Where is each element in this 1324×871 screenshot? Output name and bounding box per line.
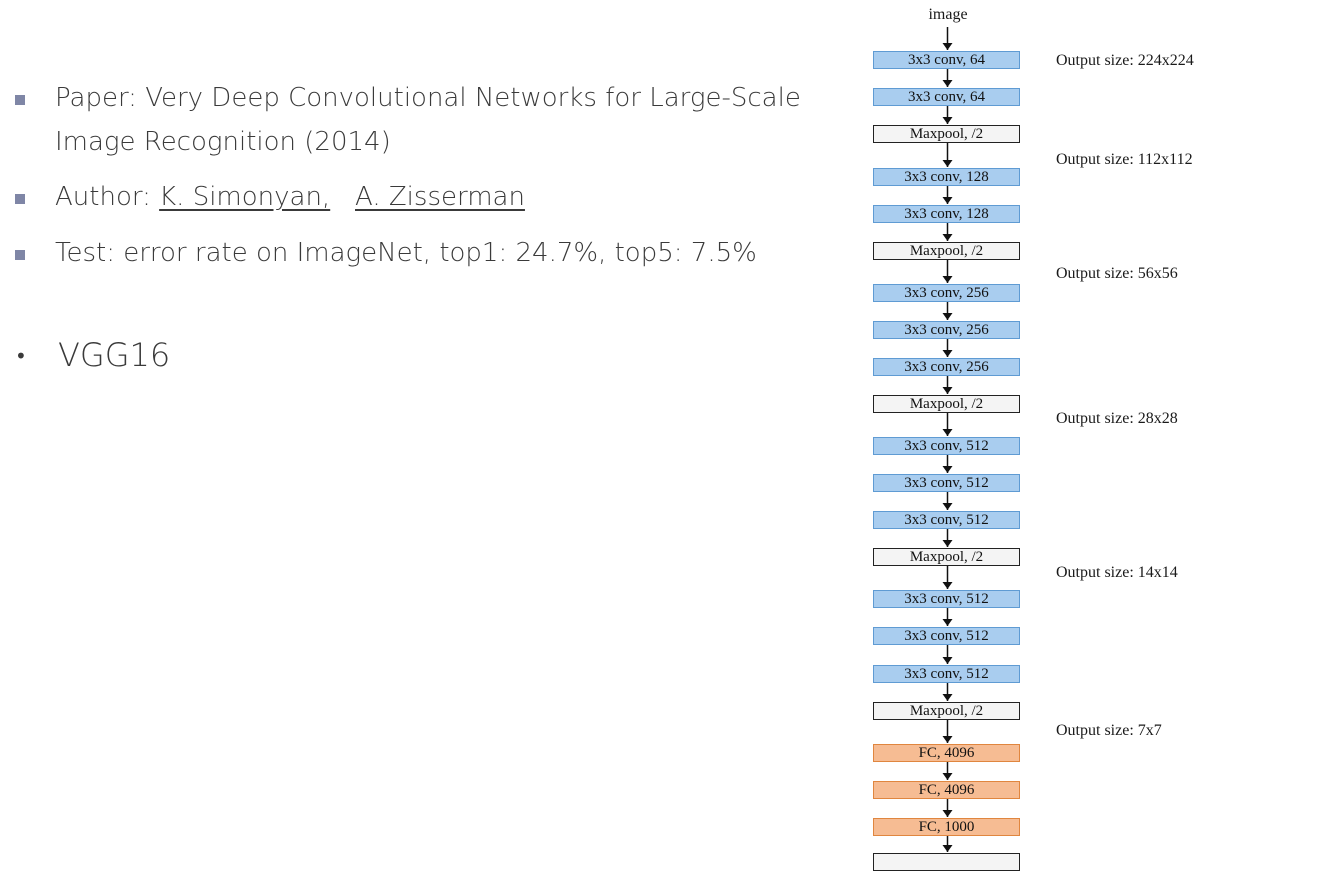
test-result-line: Test: error rate on ImageNet, top1: 24.7… [55, 238, 757, 268]
layer-conv-5: 3x3 conv, 128 [873, 205, 1020, 223]
layer-fc-19: FC, 4096 [873, 744, 1020, 762]
author-link-simonyan[interactable]: K. Simonyan, [159, 182, 331, 212]
square-bullet-icon [15, 250, 25, 260]
output-size-label: Output size: 56x56 [1056, 265, 1178, 282]
arrow-layer [942, 27, 953, 852]
layer-pool-3: Maxpool, /2 [873, 125, 1020, 143]
layer-conv-4: 3x3 conv, 128 [873, 168, 1020, 186]
paper-title-line-2: Image Recognition (2014) [55, 127, 391, 157]
output-size-label: Output size: 28x28 [1056, 410, 1178, 427]
output-size-label: Output size: 14x14 [1056, 564, 1178, 581]
layer-conv-12: 3x3 conv, 512 [873, 474, 1020, 492]
layer-fc-21: FC, 1000 [873, 818, 1020, 836]
layer-pool-10: Maxpool, /2 [873, 395, 1020, 413]
layer-conv-17: 3x3 conv, 512 [873, 665, 1020, 683]
layer-pool-14: Maxpool, /2 [873, 548, 1020, 566]
layer-pool-18: Maxpool, /2 [873, 702, 1020, 720]
paper-title-line-1: Paper: Very Deep Convolutional Networks … [55, 83, 801, 113]
author-link-zisserman[interactable]: A. Zisserman [355, 182, 525, 212]
layer-conv-13: 3x3 conv, 512 [873, 511, 1020, 529]
layer-pool-6: Maxpool, /2 [873, 242, 1020, 260]
vgg16-architecture-diagram: image 3x3 conv, 64 3x3 conv, 64 Maxpool, /… [860, 0, 1324, 871]
output-size-label: Output size: 112x112 [1056, 151, 1193, 168]
round-bullet-icon: • [15, 344, 27, 368]
square-bullet-icon [15, 95, 25, 105]
layer-conv-15: 3x3 conv, 512 [873, 590, 1020, 608]
output-size-label: Output size: 7x7 [1056, 722, 1162, 739]
author-prefix: Author: [55, 182, 160, 212]
output-size-label: Output size: 224x224 [1056, 52, 1194, 69]
layer-conv-11: 3x3 conv, 512 [873, 437, 1020, 455]
layer-conv-1: 3x3 conv, 64 [873, 51, 1020, 69]
author-line: Author: K. Simonyan, A. Zisserman [55, 175, 525, 219]
input-image-label: image [928, 6, 968, 23]
layer-conv-16: 3x3 conv, 512 [873, 627, 1020, 645]
slide-text-area: Paper: Very Deep Convolutional Networks … [15, 83, 801, 374]
section-title: VGG16 [58, 336, 171, 374]
layer-conv-9: 3x3 conv, 256 [873, 358, 1020, 376]
layer-output-partial [873, 853, 1020, 871]
layer-conv-8: 3x3 conv, 256 [873, 321, 1020, 339]
layer-conv-7: 3x3 conv, 256 [873, 284, 1020, 302]
layer-conv-2: 3x3 conv, 64 [873, 88, 1020, 106]
square-bullet-icon [15, 194, 25, 204]
layer-fc-20: FC, 4096 [873, 781, 1020, 799]
